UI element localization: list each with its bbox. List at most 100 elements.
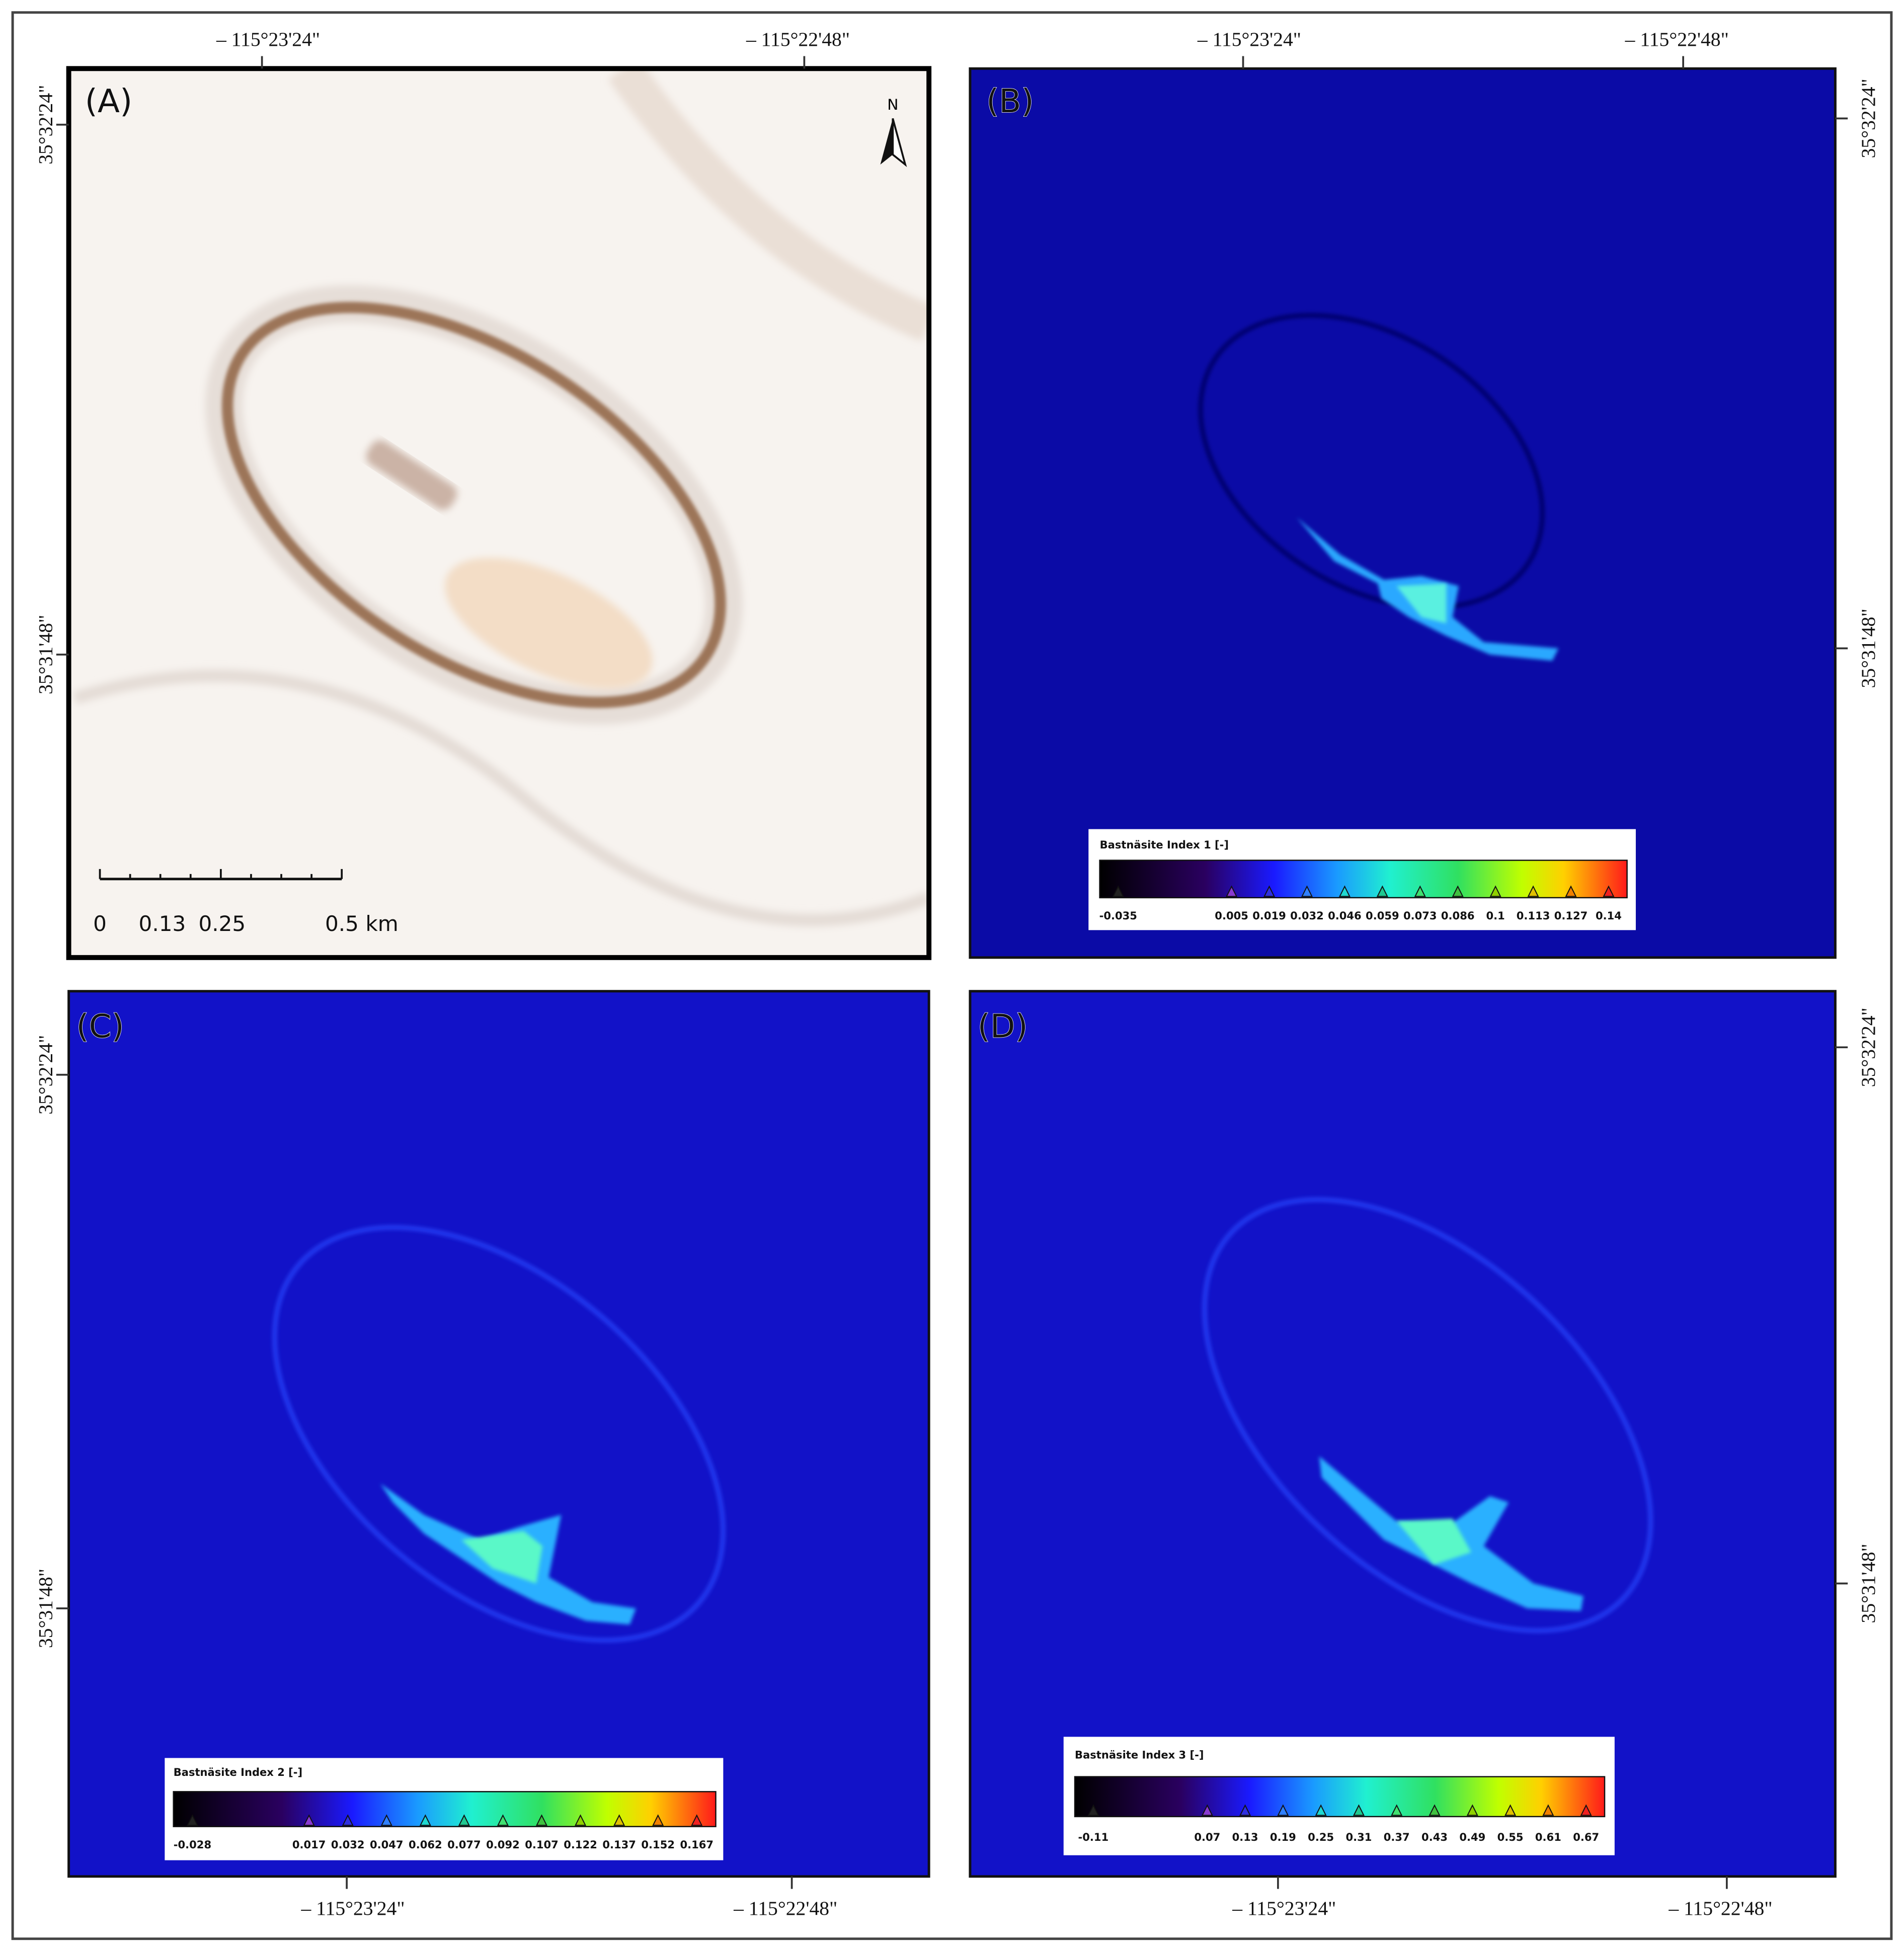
legend-tick-label: 0.086 [1441,909,1475,922]
terrain [68,68,929,958]
latitude-label: 35°31'48" [1857,608,1879,688]
index-field [970,68,1836,958]
legend-tick-label: 0.55 [1497,1831,1524,1843]
legend-tick-label: 0.005 [1215,909,1248,922]
legend-tick-label: 0.1 [1486,909,1504,922]
legend-marker [1580,1804,1592,1816]
legend-marker [1414,885,1426,897]
longitude-label: – 115°22'48" [1668,1897,1772,1919]
legend-tick-label: 0.073 [1403,909,1437,922]
latitude-label: 35°31'48" [35,615,57,694]
legend-marker [536,1814,548,1826]
legend-tick-label: -0.035 [1099,909,1137,922]
longitude-label: – 115°23'24" [1232,1897,1336,1919]
legend-tick-label: 0.137 [602,1838,636,1851]
legend-marker [1489,885,1501,897]
pit-rim [221,301,726,709]
panel-label: (B) [986,83,1034,120]
legend-tick-label: 0.046 [1328,909,1362,922]
colorbar [1074,1776,1606,1818]
legend-marker [419,1814,431,1826]
latitude-label: 35°32'24" [35,1035,57,1115]
scale-bar: 0 0.13 0.25 0.5 km [93,869,399,936]
legend-marker [1112,885,1124,897]
index-field [970,991,1836,1877]
legend-marker [1504,1804,1517,1816]
legend-tick-label: 0.062 [409,1838,442,1851]
panel-d-frame [969,990,1837,1878]
pit-inner [366,440,457,510]
latitude-label: 35°32'24" [1857,79,1879,158]
panel-b-frame [969,67,1837,959]
legend-title: Bastnäsite Index 1 [-] [1100,838,1229,851]
legend-tick-label: 0.49 [1459,1831,1485,1843]
pit-rim [272,1225,726,1643]
pit-rim [1202,1197,1653,1633]
scale-label: 0.13 [139,911,186,936]
legend-marker [652,1814,664,1826]
scale-label: 0.25 [198,911,246,936]
legend-tick-label: 0.14 [1596,909,1622,922]
latitude-label: 35°32'24" [1857,1007,1879,1087]
legend-marker [1315,1804,1327,1816]
legend-marker [1466,1804,1478,1816]
annotations: (A) – 115°23'24" – 115°22'48" 35°32'24" 35°3… [35,28,1879,1919]
legend-tick-label: 0.059 [1366,909,1399,922]
legend-tick-label: 0.37 [1384,1831,1410,1843]
legend-tick-label: 0.43 [1421,1831,1448,1843]
legend-marker [1565,885,1577,897]
latitude-label: 35°32'24" [35,85,57,165]
legend-tick-label: 0.07 [1194,1831,1220,1843]
north-arrow-right [892,118,907,168]
longitude-label: – 115°23'24" [300,1897,405,1919]
panel-label: (D) [978,1007,1028,1045]
north-arrow-left [880,118,893,165]
legend-tick-label: 0.167 [680,1838,713,1851]
legend-tick-label: 0.152 [641,1838,675,1851]
pit-floor [445,558,653,689]
legend-marker [1429,1804,1441,1816]
anomaly-core [1396,583,1447,623]
legend-tick-label: 0.25 [1308,1831,1334,1843]
legend-marker [1338,885,1351,897]
legend-marker [458,1814,470,1826]
panel-label: (A) [85,83,132,120]
longitude-label: – 115°22'48" [1625,28,1729,50]
legend-marker [1277,1804,1289,1816]
panel-b-image [970,68,1836,958]
pit-rim [1198,313,1545,610]
legend-tick-label: 0.122 [564,1838,597,1851]
legend-marker [380,1814,392,1826]
scale-label: 0 [93,911,107,936]
road [73,669,929,926]
legend-tick-label: 0.61 [1535,1831,1561,1843]
legend-marker [613,1814,625,1826]
legend-tick-label: 0.19 [1270,1831,1296,1843]
legend-marker [342,1814,354,1826]
anomaly-core [461,1531,543,1584]
index-field [68,991,929,1877]
legend-marker [497,1814,509,1826]
longitude-label: – 115°23'24" [216,28,320,50]
north-label: N [887,96,898,114]
latitude-label: 35°31'48" [1857,1544,1879,1623]
longitude-label: – 115°22'48" [746,28,850,50]
legend-marker [303,1814,315,1826]
scale-label: 0.5 km [325,911,399,936]
anomaly-core [1396,1518,1471,1565]
legend-tick-label: 0.032 [331,1838,365,1851]
panel-d-image [970,991,1836,1877]
legend-tick-label: 0.31 [1345,1831,1372,1843]
legend-marker [691,1814,703,1826]
panel-c-image [68,991,929,1877]
north-arrow: N [880,96,907,168]
panel-label: (C) [76,1007,124,1045]
panel-a-image [68,68,929,958]
legend-marker [1353,1804,1365,1816]
latitude-label: 35°31'48" [35,1569,57,1648]
panel-a-frame [66,66,932,960]
legend-tick-label: 0.107 [525,1838,559,1851]
colorbar [1099,860,1628,899]
